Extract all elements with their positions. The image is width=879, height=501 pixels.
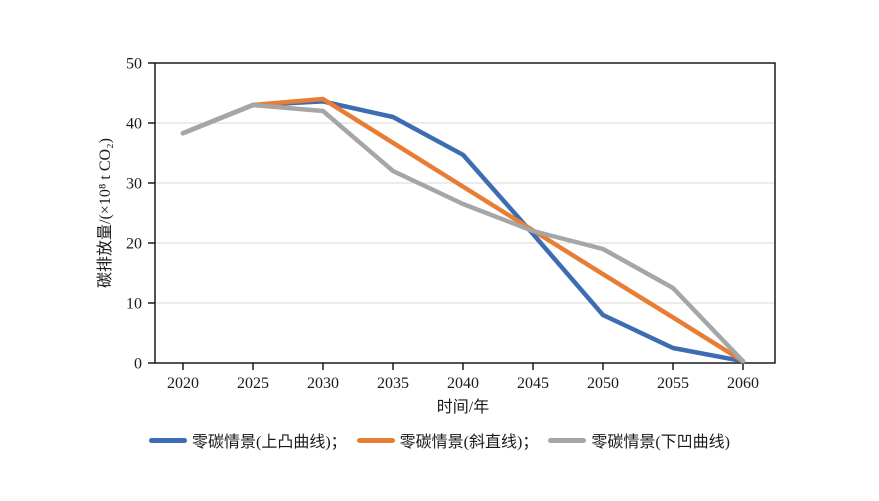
legend-label-straight: 零碳情景(斜直线)； [399, 434, 539, 451]
legend-item-concave: 零碳情景(下凹曲线) [548, 428, 730, 452]
legend-label-concave: 零碳情景(下凹曲线) [591, 434, 730, 451]
x-axis-title: 时间/年 [437, 398, 489, 416]
x-tick-label: 2050 [587, 375, 619, 392]
x-tick-label: 2045 [517, 375, 549, 392]
x-tick-label: 2040 [447, 375, 479, 392]
series-line-2 [180, 102, 746, 364]
x-axis-ticks: 2020 2025 2030 2035 2040 2045 2050 2055 2060 [167, 363, 759, 392]
y-axis-ticks: 0 10 20 30 40 50 [126, 56, 155, 373]
x-tick-label: 2020 [167, 375, 199, 392]
legend-item-straight: 零碳情景(斜直线)； [356, 428, 539, 452]
legend-swatch-convex [148, 437, 187, 443]
series-line-0 [180, 99, 746, 364]
x-tick-label: 2035 [377, 375, 409, 392]
legend-swatch-concave [548, 437, 587, 443]
series-lines [180, 96, 746, 364]
series-line-1 [180, 96, 746, 364]
y-tick-label: 40 [126, 116, 142, 133]
legend: 零碳情景(上凸曲线)； 零碳情景(斜直线)； 零碳情景(下凹曲线) [0, 428, 879, 452]
plot-frame [154, 62, 776, 364]
y-tick-label: 20 [126, 236, 142, 253]
legend-label-convex: 零碳情景(上凸曲线)； [191, 434, 347, 451]
y-tick-label: 50 [126, 56, 142, 73]
y-tick-label: 10 [126, 296, 142, 313]
y-axis-title: 碳排放量/(×10⁸ t CO₂) [96, 138, 114, 288]
y-tick-label: 0 [134, 356, 142, 373]
x-tick-label: 2060 [727, 375, 759, 392]
x-tick-label: 2025 [237, 375, 269, 392]
x-tick-label: 2030 [307, 375, 339, 392]
y-gridlines [155, 122, 775, 304]
legend-item-convex: 零碳情景(上凸曲线)； [148, 428, 347, 452]
y-tick-label: 30 [126, 176, 142, 193]
legend-swatch-straight [356, 437, 395, 443]
x-tick-label: 2055 [657, 375, 689, 392]
